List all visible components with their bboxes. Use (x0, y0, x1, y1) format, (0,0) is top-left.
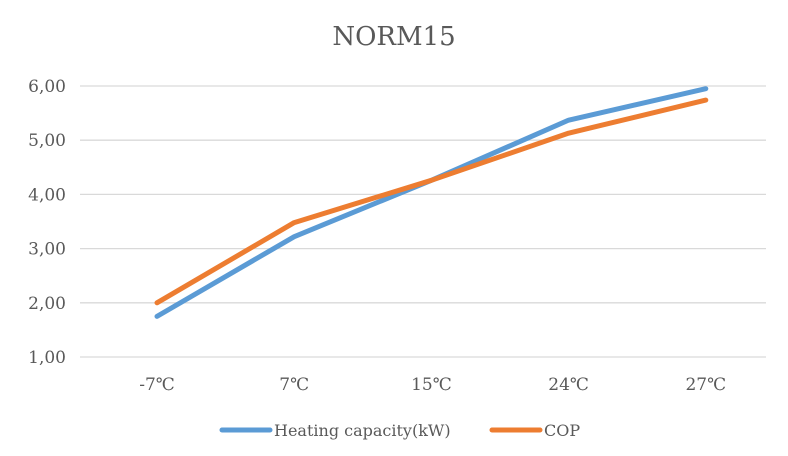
y-tick-label: 6,00 (28, 77, 66, 97)
series-line-1 (154, 97, 709, 306)
x-tick-label: 24℃ (548, 375, 589, 395)
legend-label: Heating capacity(kW) (274, 421, 451, 440)
series-line-0 (154, 86, 709, 319)
chart-title: NORM15 (332, 22, 455, 52)
x-tick-label: 7℃ (279, 375, 309, 395)
y-tick-label: 1,00 (28, 348, 66, 368)
x-tick-label: 15℃ (411, 375, 452, 395)
y-tick-label: 4,00 (28, 185, 66, 205)
y-tick-label: 3,00 (28, 240, 66, 260)
x-tick-label: -7℃ (139, 375, 175, 395)
legend-label: COP (544, 421, 580, 440)
y-tick-label: 5,00 (28, 131, 66, 151)
x-tick-label: 27℃ (685, 375, 726, 395)
y-tick-label: 2,00 (28, 294, 66, 314)
